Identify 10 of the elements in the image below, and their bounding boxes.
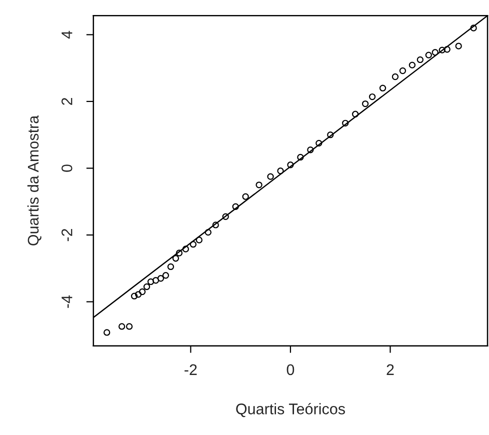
x-axis-title: Quartis Teóricos — [236, 402, 345, 418]
y-axis-title: Quartis da Amostra — [27, 115, 42, 246]
x-tick-label: 0 — [286, 364, 294, 376]
y-tick-label: 0 — [62, 164, 72, 172]
x-tick-label: -2 — [184, 364, 197, 375]
y-tick-label: 4 — [62, 30, 72, 39]
y-tick-label: -4 — [62, 295, 72, 308]
y-tick-label: -2 — [62, 228, 72, 242]
x-tick-label: 2 — [386, 364, 394, 375]
y-tick-label: 2 — [62, 98, 72, 105]
